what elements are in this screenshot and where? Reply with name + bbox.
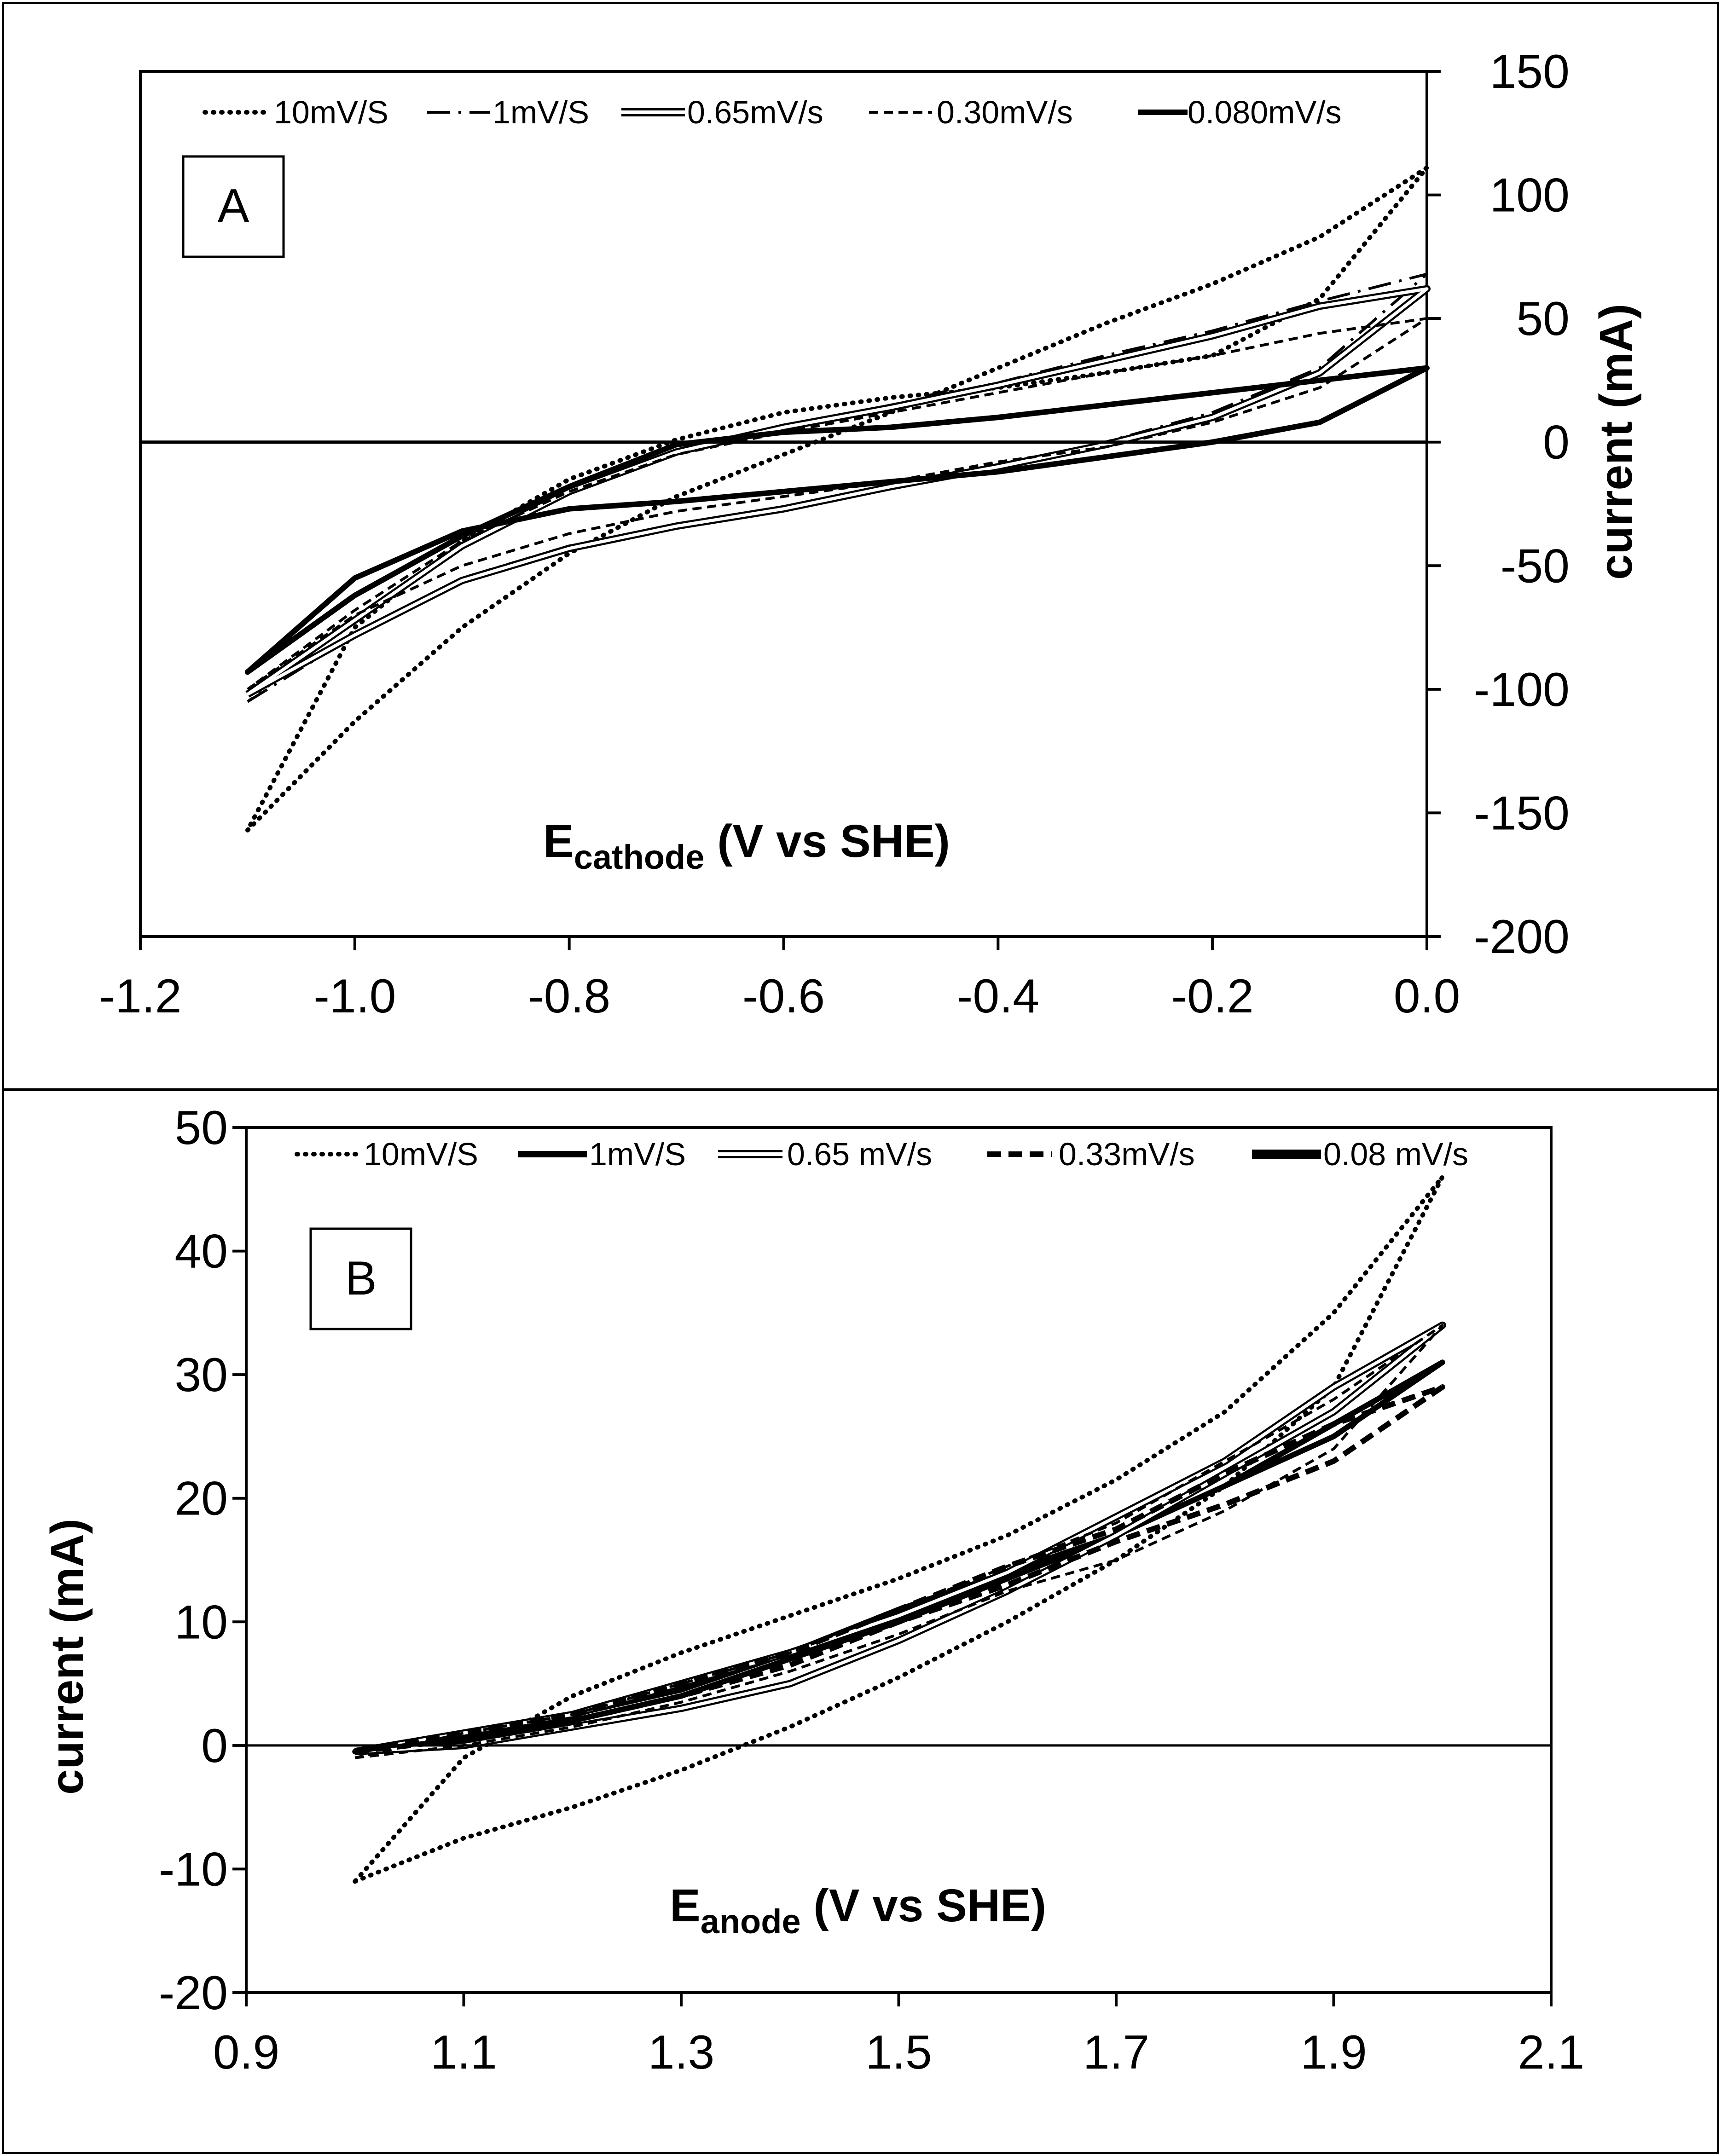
chart-b-y-tick-label: 30 — [174, 1348, 228, 1402]
chart-b-y-tick-label: 50 — [174, 1101, 228, 1155]
chart-b-y-tick-label: 10 — [174, 1595, 228, 1649]
x-axis-title-a-subscript: cathode — [574, 838, 705, 876]
chart-b-series-10mvs — [353, 1174, 1445, 1884]
chart-b-x-tick-label: 1.1 — [430, 2026, 497, 2079]
chart-b-x-tick-label: 1.7 — [1083, 2026, 1150, 2079]
chart-a-x-tick-label: -0.6 — [742, 970, 825, 1023]
chart-panel-b: B 0.9 1.1 1.3 1.5 1.7 1.9 2.1 50 40 30 20 10 0 -10 -20… — [41, 1101, 1584, 2079]
chart-b-y-tick-label: 40 — [174, 1225, 228, 1278]
legend-a-label-0080mv: 0.080mV/s — [1188, 94, 1342, 130]
axis-ticks-a: -1.2 -1.0 -0.8 -0.6 -0.4 -0.2 0.0 150 100 50 0 -50 -… — [99, 45, 1570, 1023]
legend-b-label-033mv: 0.33mV/s — [1059, 1136, 1195, 1172]
series-group-b — [352, 1174, 1446, 1884]
chart-b-y-tick-label: -10 — [159, 1843, 228, 1896]
axis-ticks-b: 0.9 1.1 1.3 1.5 1.7 1.9 2.1 50 40 30 20 10 0 -10 -20 — [159, 1101, 1585, 2079]
panel-b-frame — [2, 1089, 1719, 2154]
chart-a-series-0080mvs — [244, 365, 1430, 675]
chart-a-y-tick-label: -200 — [1474, 910, 1570, 964]
legend-b-label-1mv: 1mV/S — [589, 1136, 686, 1172]
chart-a-x-tick-label: -1.0 — [313, 970, 396, 1023]
chart-a-x-tick-label: 0.0 — [1394, 970, 1460, 1023]
chart-a-y-tick-label: 0 — [1543, 416, 1570, 469]
chart-b-series-065mvs-inner — [354, 1324, 1444, 1753]
legend-b-label-10mv: 10mV/S — [364, 1136, 478, 1172]
panel-label-box-a — [182, 155, 285, 258]
chart-a-series-065mvs — [245, 285, 1431, 698]
legend-b-label-065mv: 0.65 mV/s — [787, 1136, 932, 1172]
chart-a-series-030mvs — [247, 317, 1428, 691]
chart-b-x-tick-label: 1.3 — [648, 2026, 715, 2079]
legend-a-label-065mv: 0.65mV/s — [687, 94, 823, 130]
legend-b: 10mV/S 1mV/S 0.65 mV/s 0.33mV/s 0.08 mV/… — [295, 1136, 1468, 1172]
x-axis-title-b-rest: (V vs SHE) — [801, 1880, 1047, 1931]
chart-b-series-033mvs — [354, 1324, 1444, 1759]
panel-a-frame — [2, 2, 1719, 1091]
x-axis-title-b-main: E — [670, 1880, 701, 1931]
chart-b-x-tick-label: 0.9 — [213, 2026, 280, 2079]
chart-a-y-tick-label: -150 — [1474, 786, 1570, 840]
plot-area-b — [245, 1126, 1553, 1994]
chart-a-series-10mvs — [245, 165, 1429, 832]
legend-b-label-008mv: 0.08 mV/s — [1323, 1136, 1468, 1172]
chart-a-y-tick-label: 100 — [1489, 169, 1570, 222]
chart-b-y-tick-label: 20 — [174, 1472, 228, 1526]
chart-a-x-tick-label: -1.2 — [99, 970, 181, 1023]
chart-b-y-tick-label: 0 — [201, 1719, 228, 1773]
chart-a-series-065mvs-inner — [246, 287, 1429, 696]
y-axis-title-a: current (mA) — [1590, 304, 1642, 580]
chart-a-y-tick-label: -100 — [1474, 663, 1570, 717]
chart-b-series-008mvs — [354, 1384, 1445, 1755]
chart-a-y-tick-label: 150 — [1489, 45, 1570, 98]
x-axis-title-b-subscript: anode — [701, 1902, 801, 1941]
y-axis-title-b: current (mA) — [41, 1519, 93, 1795]
chart-a-y-tick-label: 50 — [1516, 292, 1570, 346]
chart-b-x-tick-label: 2.1 — [1518, 2026, 1585, 2079]
x-axis-title-b: Eanode (V vs SHE) — [670, 1880, 1046, 1941]
panel-label-a: A — [217, 179, 249, 233]
chart-panel-a: A -1.2 -1.0 -0.8 -0.6 -0.4 -0.2 0.0 150 100 50 0 -5… — [99, 45, 1642, 1023]
legend-a-label-030mv: 0.30mV/s — [937, 94, 1073, 130]
panel-label-b: B — [345, 1252, 377, 1305]
chart-a-x-tick-label: -0.2 — [1171, 970, 1254, 1023]
panel-label-box-b — [309, 1227, 412, 1330]
chart-b-x-tick-label: 1.5 — [865, 2026, 932, 2079]
legend-a: 10mV/S 1mV/S 0.65mV/s 0.30mV/s 0.080mV/s — [203, 94, 1342, 130]
x-axis-title-a-main: E — [543, 815, 574, 867]
chart-b-series-065mvs — [354, 1321, 1446, 1756]
chart-a-x-tick-label: -0.4 — [957, 970, 1039, 1023]
chart-b-x-tick-label: 1.9 — [1300, 2026, 1367, 2079]
plot-area-a — [139, 70, 1428, 938]
chart-a-y-tick-label: -50 — [1501, 539, 1570, 593]
series-group-a — [244, 165, 1431, 832]
chart-a-x-tick-label: -0.8 — [528, 970, 610, 1023]
legend-a-label-10mv: 10mV/S — [274, 94, 388, 130]
x-axis-title-a: Ecathode (V vs SHE) — [543, 815, 950, 876]
legend-a-label-1mv: 1mV/S — [493, 94, 589, 130]
x-axis-title-a-rest: (V vs SHE) — [704, 815, 950, 867]
chart-b-y-tick-label: -20 — [159, 1966, 228, 2020]
